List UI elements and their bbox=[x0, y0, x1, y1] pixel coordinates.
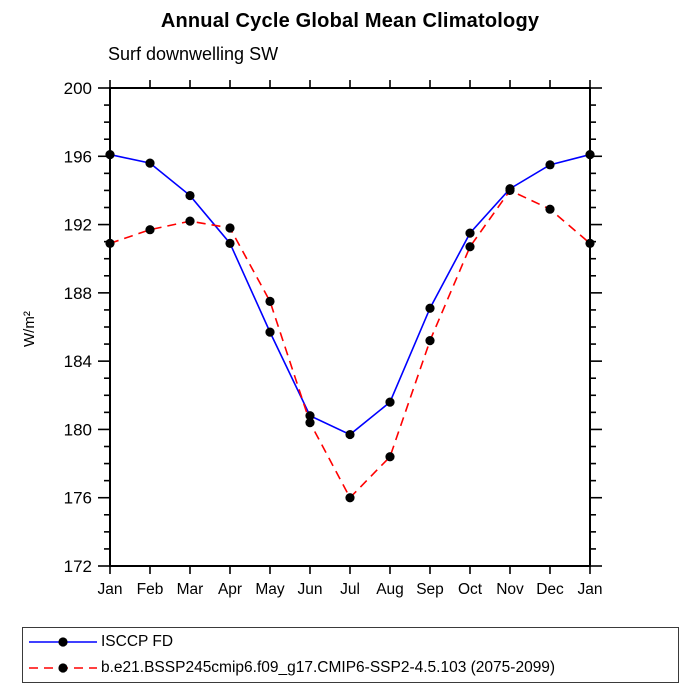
x-tick-label: Jul bbox=[340, 581, 360, 598]
series-0-marker bbox=[265, 327, 275, 337]
legend: ISCCP FD b.e21.BSSP245cmip6.f09_g17.CMIP… bbox=[22, 627, 679, 683]
series-0-marker bbox=[585, 149, 595, 160]
series-0-marker bbox=[425, 303, 435, 313]
series-1-marker bbox=[585, 238, 595, 248]
y-tick-label: 200 bbox=[64, 79, 92, 98]
legend-row-isccp: ISCCP FD bbox=[23, 630, 678, 654]
x-tick-label: Apr bbox=[218, 581, 242, 598]
x-tick-label: May bbox=[255, 581, 285, 598]
series-1-marker bbox=[425, 336, 435, 346]
series-1-marker bbox=[465, 242, 475, 252]
series-0-marker bbox=[305, 411, 315, 421]
x-tick-label: Aug bbox=[376, 581, 404, 598]
x-tick-label: Mar bbox=[177, 581, 204, 598]
y-axis-label: W/m² bbox=[21, 311, 38, 347]
series-1-marker bbox=[105, 238, 115, 248]
legend-label-model: b.e21.BSSP245cmip6.f09_g17.CMIP6-SSP2-4.… bbox=[101, 659, 556, 676]
y-tick-label: 180 bbox=[64, 420, 92, 439]
y-tick-label: 184 bbox=[64, 352, 92, 371]
series-1-marker bbox=[545, 204, 555, 214]
x-tick-label: Dec bbox=[536, 581, 564, 598]
series-0-marker bbox=[225, 238, 235, 248]
series-1-marker bbox=[505, 185, 515, 196]
legend-line-sample-solid-icon bbox=[29, 637, 97, 647]
y-tick-label: 188 bbox=[64, 284, 92, 303]
series-0-marker bbox=[145, 158, 155, 168]
series-1-marker bbox=[305, 418, 315, 428]
y-tick-label: 192 bbox=[64, 216, 92, 235]
x-tick-label: Oct bbox=[458, 581, 483, 598]
x-tick-label: Feb bbox=[137, 581, 164, 598]
y-tick-label: 172 bbox=[64, 557, 92, 576]
x-tick-label: Jan bbox=[578, 581, 603, 598]
legend-label-isccp: ISCCP FD bbox=[101, 633, 174, 650]
y-tick-label: 176 bbox=[64, 489, 92, 508]
series-1-marker bbox=[345, 493, 355, 503]
x-tick-label: Jun bbox=[298, 581, 323, 598]
x-tick-label: Nov bbox=[496, 581, 524, 598]
series-1-marker bbox=[385, 452, 395, 462]
chart-title: Annual Cycle Global Mean Climatology bbox=[160, 10, 540, 32]
legend-line-sample-dashed-icon bbox=[29, 663, 97, 673]
series-line-1 bbox=[109, 189, 591, 500]
series-1-marker bbox=[145, 225, 155, 235]
series-0-marker bbox=[385, 397, 395, 407]
series-1-marker bbox=[265, 296, 275, 306]
series-1-marker bbox=[185, 216, 195, 226]
legend-row-model: b.e21.BSSP245cmip6.f09_g17.CMIP6-SSP2-4.… bbox=[23, 656, 678, 680]
series-0-marker bbox=[185, 190, 195, 201]
chart-subtitle: Surf downwelling SW bbox=[108, 44, 279, 64]
x-tick-label: Jan bbox=[98, 581, 123, 598]
series-0-marker bbox=[345, 429, 355, 440]
series-0-marker bbox=[105, 149, 115, 160]
series-0-marker bbox=[545, 160, 555, 170]
y-tick-label: 196 bbox=[64, 147, 92, 166]
series-line-0 bbox=[109, 153, 591, 436]
series-1-marker bbox=[225, 223, 235, 233]
series-0-marker bbox=[465, 228, 475, 238]
x-tick-label: Sep bbox=[416, 581, 444, 598]
